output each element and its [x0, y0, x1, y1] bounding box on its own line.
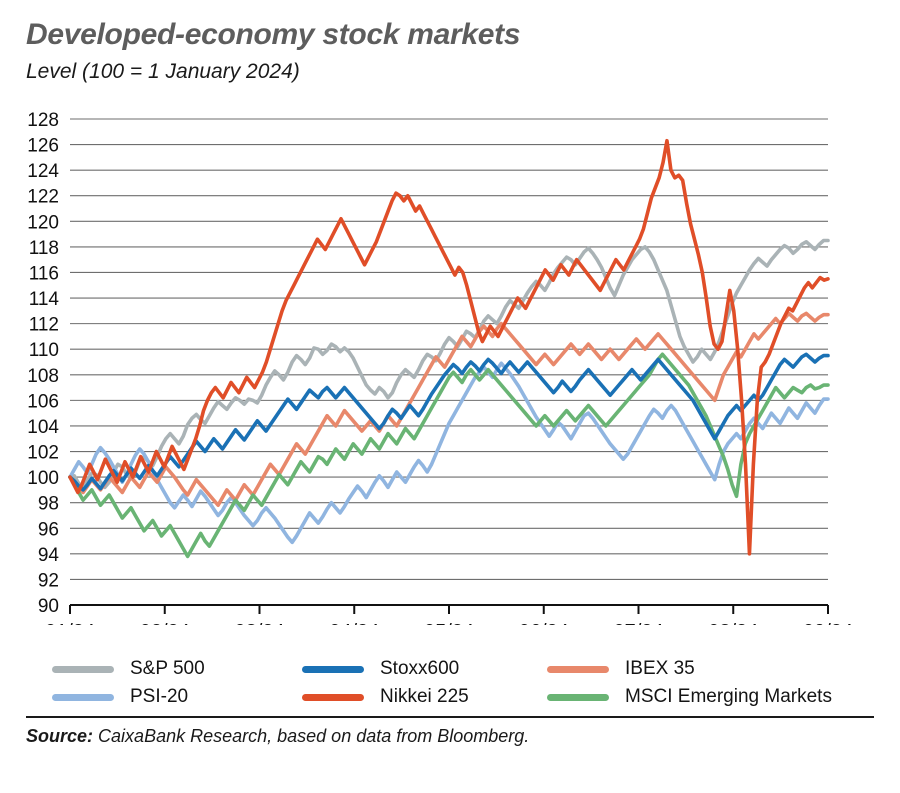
series-line — [68, 361, 830, 545]
legend-item[interactable]: IBEX 35 — [547, 658, 872, 680]
y-axis-tick-label: 92 — [38, 570, 59, 591]
y-axis-tick-label: 122 — [27, 187, 59, 208]
x-axis-tick-label: 03/24 — [234, 621, 284, 625]
y-axis-tick-label: 110 — [29, 340, 59, 361]
legend-item[interactable]: MSCI Emerging Markets — [547, 686, 872, 708]
chart-subtitle: Level (100 = 1 January 2024) — [26, 60, 300, 83]
y-axis-tick-label: 128 — [27, 110, 59, 131]
source-note: Source: CaixaBank Research, based on dat… — [26, 726, 529, 747]
legend-label: MSCI Emerging Markets — [625, 686, 832, 707]
y-axis-tick-label: 124 — [27, 161, 59, 182]
y-axis-tick-label: 102 — [27, 443, 59, 464]
y-axis-tick-label: 116 — [29, 263, 59, 284]
footer-divider — [26, 716, 874, 718]
y-axis-tick-label: 112 — [29, 315, 59, 336]
series-line — [68, 311, 830, 508]
x-axis-tick-label: 05/24 — [424, 621, 474, 625]
y-axis-tick-label: 126 — [27, 136, 59, 157]
legend-label: S&P 500 — [130, 658, 205, 679]
legend-item[interactable]: S&P 500 — [52, 658, 302, 680]
x-axis-tick-label: 09/24 — [803, 621, 853, 625]
y-axis-tick-label: 100 — [27, 468, 59, 489]
legend-item[interactable]: Stoxx600 — [302, 658, 547, 680]
legend-item[interactable]: PSI-20 — [52, 686, 302, 708]
y-axis-tick-label: 96 — [38, 519, 59, 540]
x-axis-tick-label: 04/24 — [329, 621, 379, 625]
legend-color-swatch — [302, 665, 364, 673]
y-axis-tick-label: 108 — [27, 366, 59, 387]
y-axis-tick-label: 90 — [38, 596, 59, 617]
y-axis-tick-label: 98 — [38, 494, 59, 515]
legend-label: Nikkei 225 — [380, 686, 469, 707]
y-axis-tick-label: 118 — [29, 238, 59, 259]
y-axis-tick-label: 120 — [27, 212, 59, 233]
legend-label: PSI-20 — [130, 686, 189, 707]
source-label: Source: — [26, 726, 94, 746]
x-axis-tick-label: 01/24 — [45, 621, 95, 625]
y-axis-tick-label: 106 — [27, 391, 59, 412]
legend-label: IBEX 35 — [625, 658, 695, 679]
x-axis-tick-label: 02/24 — [140, 621, 190, 625]
legend-item[interactable]: Nikkei 225 — [302, 686, 547, 708]
legend-label: Stoxx600 — [380, 658, 460, 679]
legend-color-swatch — [52, 665, 114, 673]
x-axis-tick-label: 08/24 — [708, 621, 758, 625]
legend-color-swatch — [302, 693, 364, 701]
x-axis-tick-label: 06/24 — [519, 621, 569, 625]
x-axis-tick-label: 07/24 — [613, 621, 663, 625]
legend-color-swatch — [547, 665, 609, 673]
source-text: CaixaBank Research, based on data from B… — [98, 726, 530, 746]
line-chart-svg: 90 92 94 96 98 100 102 104 106 108 110 112 114 116 118… — [27, 110, 853, 625]
legend-color-swatch — [547, 693, 609, 701]
plot-area: 90 92 94 96 98 100 102 104 106 108 110 112 114 116 118… — [0, 105, 900, 625]
y-axis-tick-label: 94 — [38, 545, 60, 566]
series-line — [68, 138, 830, 556]
page-title: Developed-economy stock markets — [26, 18, 521, 51]
chart-legend: S&P 500 Stoxx600 IBEX 35 PSI-20 Nikkei 225 MS… — [52, 655, 872, 711]
series-line — [68, 238, 830, 490]
legend-color-swatch — [52, 693, 114, 701]
y-axis-tick-label: 104 — [27, 417, 59, 438]
series-line — [68, 352, 830, 559]
y-axis-tick-label: 114 — [29, 289, 60, 310]
